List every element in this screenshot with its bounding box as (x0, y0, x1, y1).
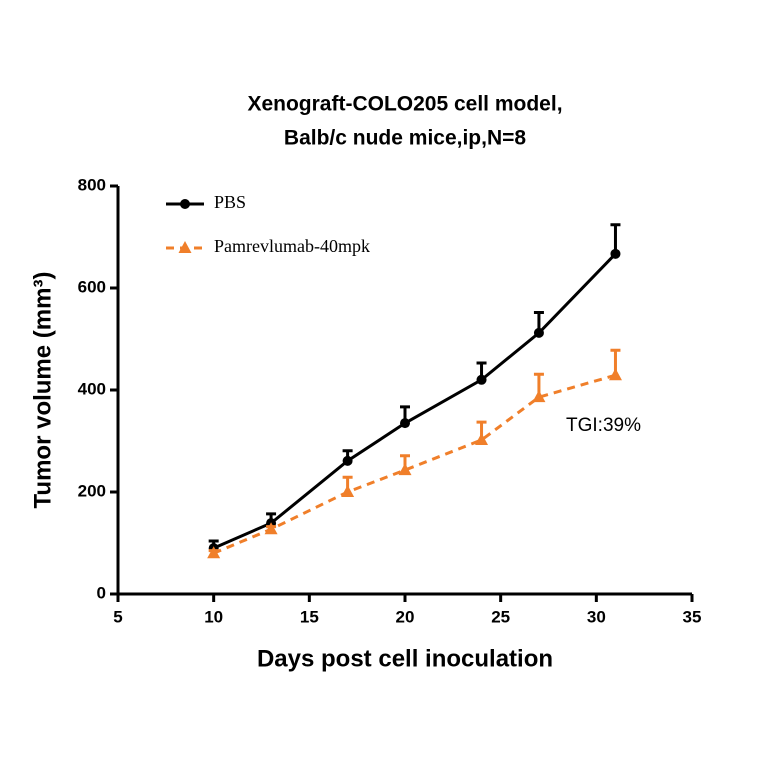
x-tick-label: 30 (587, 607, 606, 626)
point (207, 546, 221, 559)
legend-marker (180, 199, 190, 209)
point (610, 248, 621, 259)
x-axis-label: Days post cell inoculation (257, 645, 553, 672)
y-tick-label: 600 (78, 277, 106, 296)
y-axis-label: Tumor volume (mm³) (29, 272, 56, 509)
point (533, 327, 544, 338)
point (532, 390, 546, 403)
x-tick-label: 10 (204, 607, 223, 626)
x-tick-label: 5 (113, 607, 122, 626)
point (475, 432, 489, 445)
chart-title: Balb/c nude mice,ip,N=8 (284, 127, 526, 150)
point (342, 455, 353, 466)
annotation: TGI:39% (566, 415, 641, 436)
point (264, 522, 278, 535)
y-tick-label: 200 (78, 481, 106, 500)
legend-label: PBS (214, 192, 246, 212)
x-tick-label: 15 (300, 607, 319, 626)
point (608, 368, 622, 381)
y-tick-label: 0 (97, 583, 106, 602)
point (400, 418, 410, 429)
x-tick-label: 25 (491, 607, 510, 626)
legend-label: Pamrevlumab-40mpk (214, 236, 370, 256)
point (398, 463, 412, 476)
y-tick-label: 400 (78, 379, 106, 398)
x-tick-label: 35 (683, 607, 702, 626)
chart-title: Xenograft-COLO205 cell model, (247, 93, 562, 116)
x-tick-label: 20 (396, 607, 415, 626)
point (476, 374, 487, 385)
y-tick-label: 800 (78, 175, 106, 194)
point (341, 485, 355, 497)
legend-marker (178, 241, 192, 253)
